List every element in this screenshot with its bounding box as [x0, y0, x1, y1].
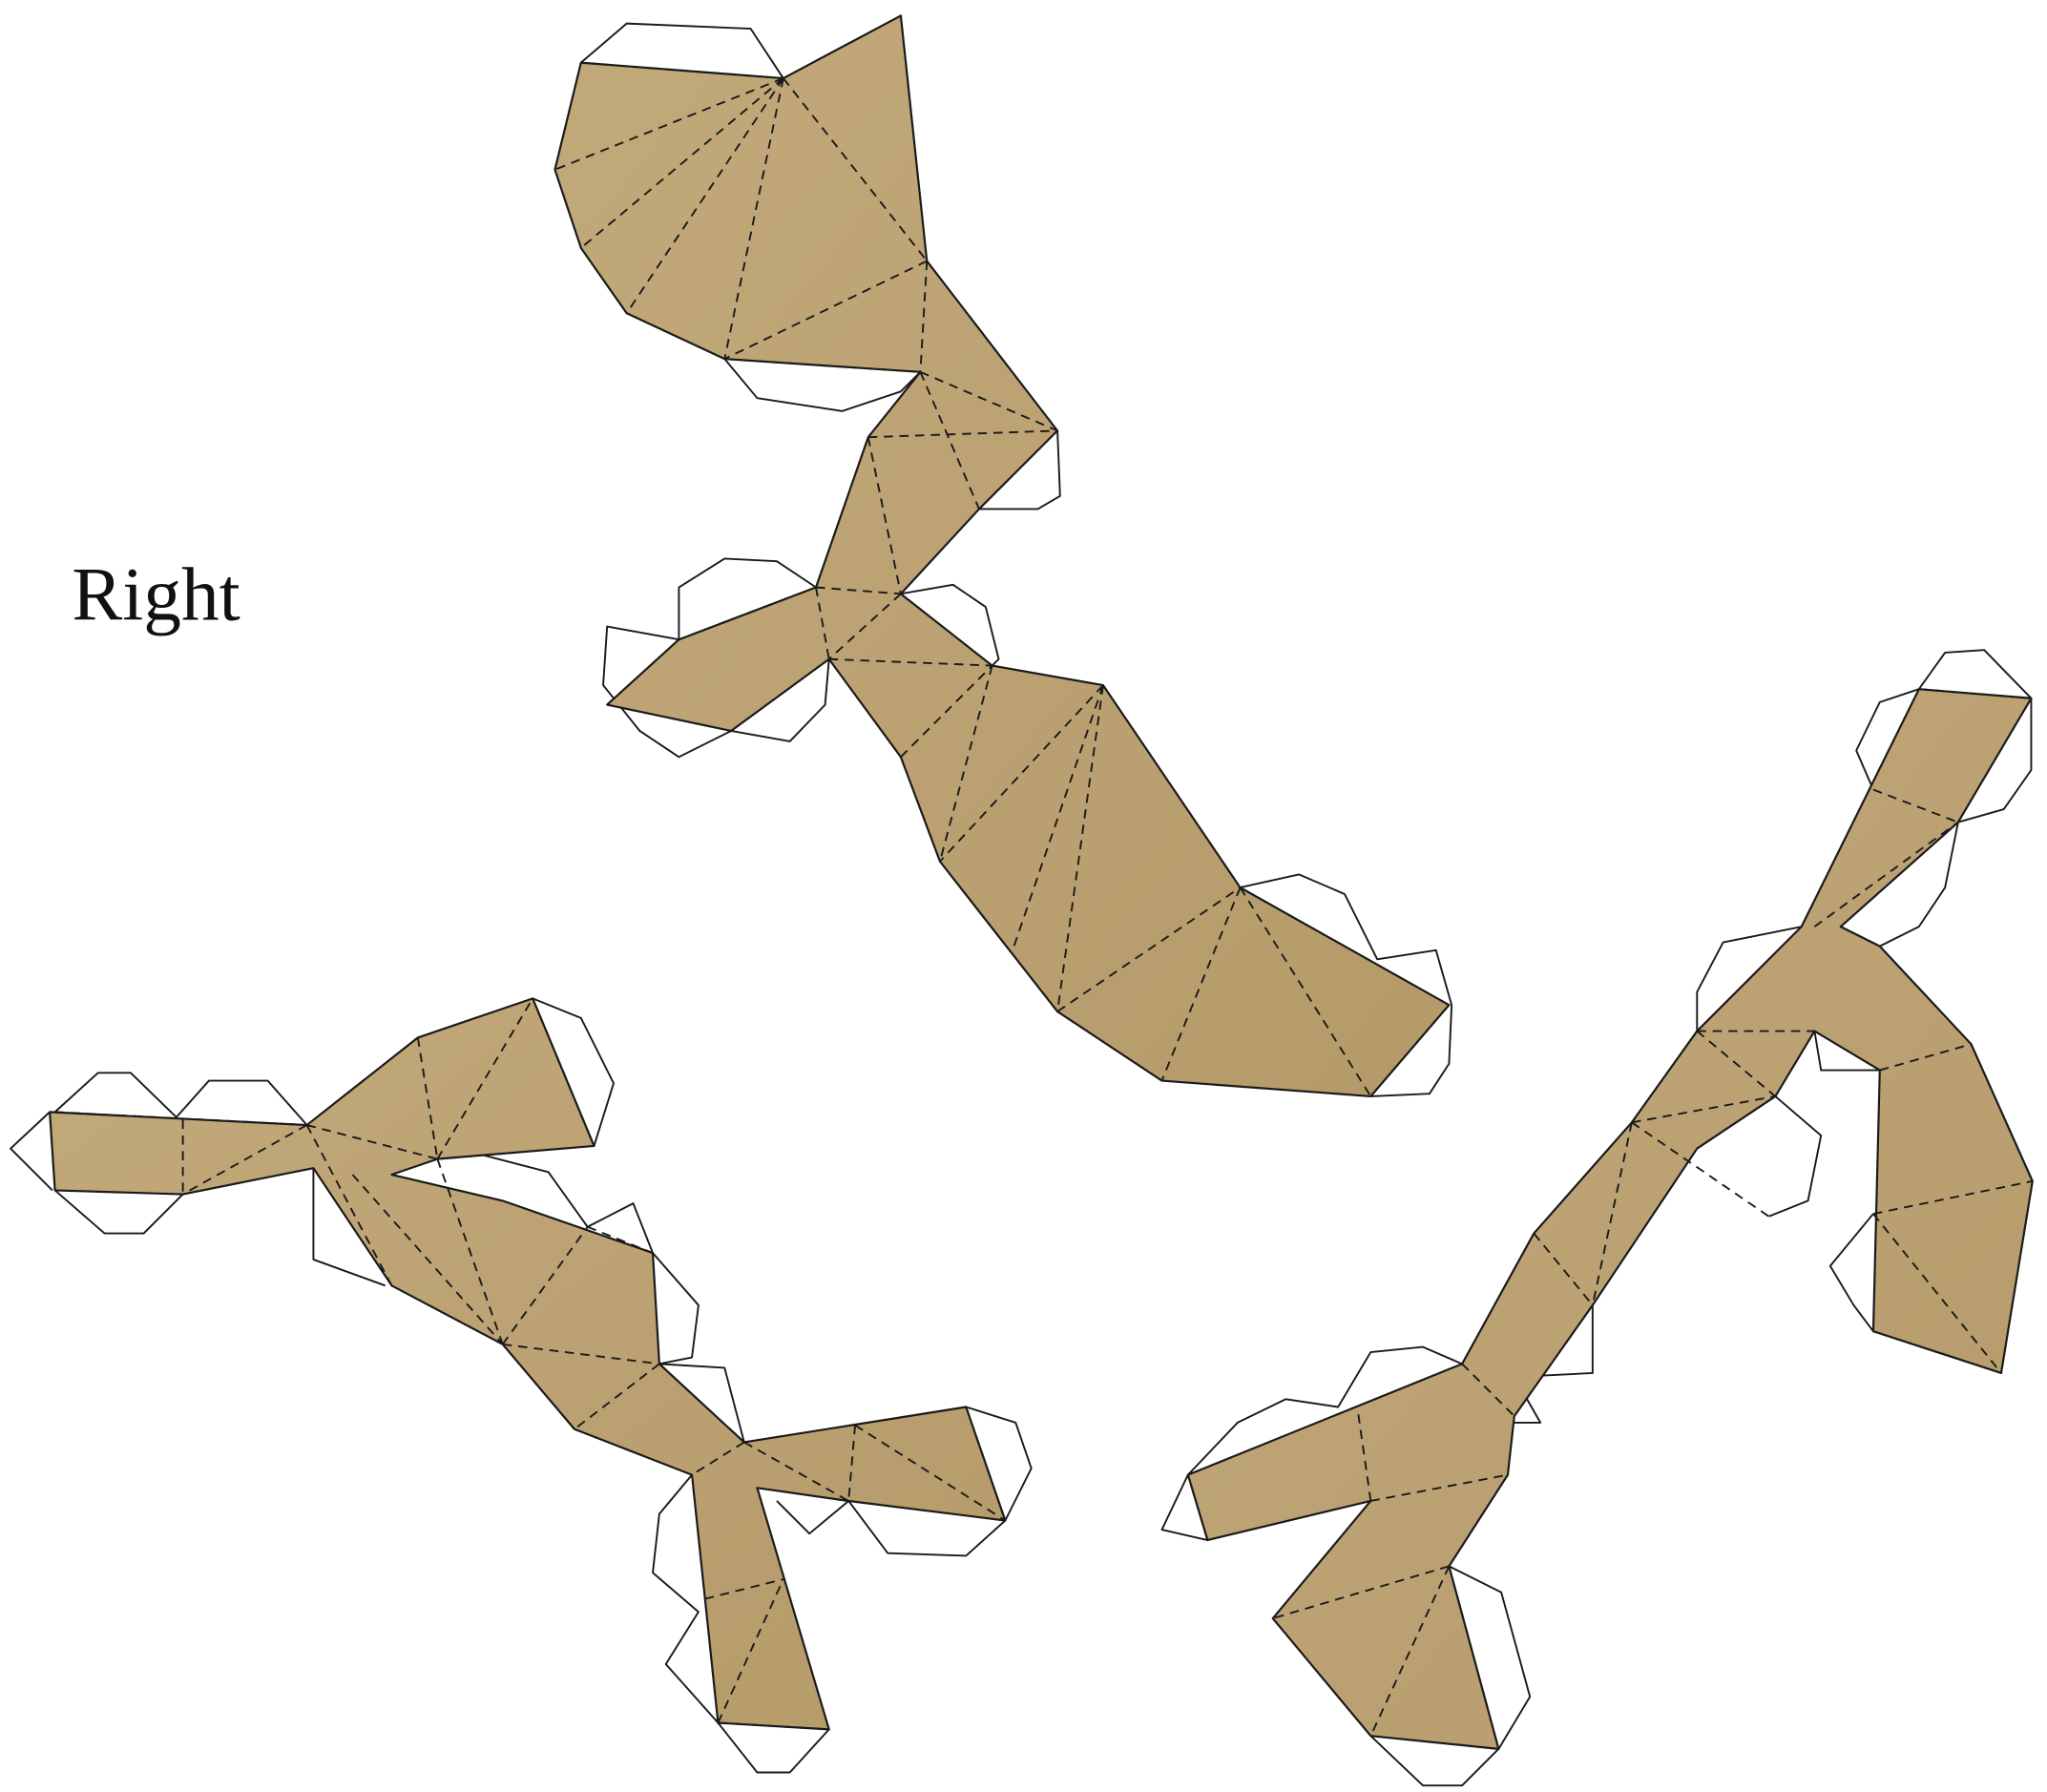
tab: [602, 557, 830, 759]
tab: [532, 997, 615, 1147]
fold: [1186, 688, 2034, 1750]
tab: [1240, 873, 1453, 1097]
tab: [312, 1154, 1033, 1774]
tab: [978, 430, 1061, 511]
fold-lines: [54, 61, 2034, 1750]
tab: [10, 1072, 308, 1235]
tab: [580, 22, 784, 79]
net-piece: [49, 997, 1007, 1731]
side-label: Right: [72, 553, 240, 637]
fold: [54, 997, 1007, 1731]
tab: [723, 358, 922, 412]
fold: [554, 61, 1451, 1097]
tab: [900, 583, 1000, 667]
net-piece: [554, 14, 1451, 1098]
